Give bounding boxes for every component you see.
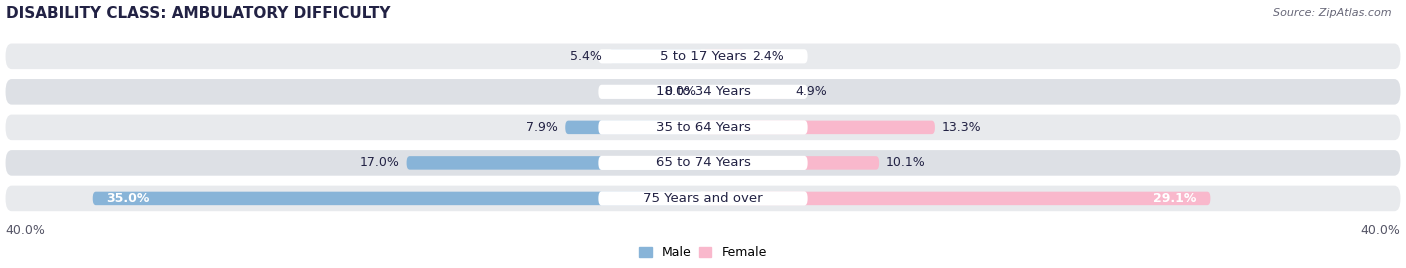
Text: 0.0%: 0.0% [664,85,696,98]
Text: 29.1%: 29.1% [1153,192,1197,205]
Text: 4.9%: 4.9% [796,85,827,98]
Text: 40.0%: 40.0% [6,224,45,237]
FancyBboxPatch shape [599,49,807,64]
FancyBboxPatch shape [406,156,703,170]
FancyBboxPatch shape [6,150,1400,176]
Text: 2.4%: 2.4% [752,50,783,63]
Text: 17.0%: 17.0% [360,157,399,169]
FancyBboxPatch shape [599,191,807,206]
Text: DISABILITY CLASS: AMBULATORY DIFFICULTY: DISABILITY CLASS: AMBULATORY DIFFICULTY [6,6,389,21]
FancyBboxPatch shape [599,85,807,99]
Text: 75 Years and over: 75 Years and over [643,192,763,205]
Text: 40.0%: 40.0% [1361,224,1400,237]
Text: 65 to 74 Years: 65 to 74 Years [655,157,751,169]
Text: Source: ZipAtlas.com: Source: ZipAtlas.com [1274,8,1392,18]
FancyBboxPatch shape [609,50,703,63]
FancyBboxPatch shape [599,156,807,170]
FancyBboxPatch shape [6,186,1400,211]
Text: 35.0%: 35.0% [107,192,150,205]
FancyBboxPatch shape [703,85,789,99]
Text: 13.3%: 13.3% [942,121,981,134]
Text: 5.4%: 5.4% [569,50,602,63]
Legend: Male, Female: Male, Female [640,246,766,259]
FancyBboxPatch shape [703,50,745,63]
Text: 18 to 34 Years: 18 to 34 Years [655,85,751,98]
FancyBboxPatch shape [6,43,1400,69]
FancyBboxPatch shape [599,120,807,135]
FancyBboxPatch shape [703,192,1211,205]
Text: 7.9%: 7.9% [526,121,558,134]
FancyBboxPatch shape [6,79,1400,105]
FancyBboxPatch shape [6,115,1400,140]
FancyBboxPatch shape [703,156,879,170]
FancyBboxPatch shape [565,121,703,134]
Text: 5 to 17 Years: 5 to 17 Years [659,50,747,63]
Text: 35 to 64 Years: 35 to 64 Years [655,121,751,134]
FancyBboxPatch shape [93,192,703,205]
Text: 10.1%: 10.1% [886,157,925,169]
FancyBboxPatch shape [703,121,935,134]
